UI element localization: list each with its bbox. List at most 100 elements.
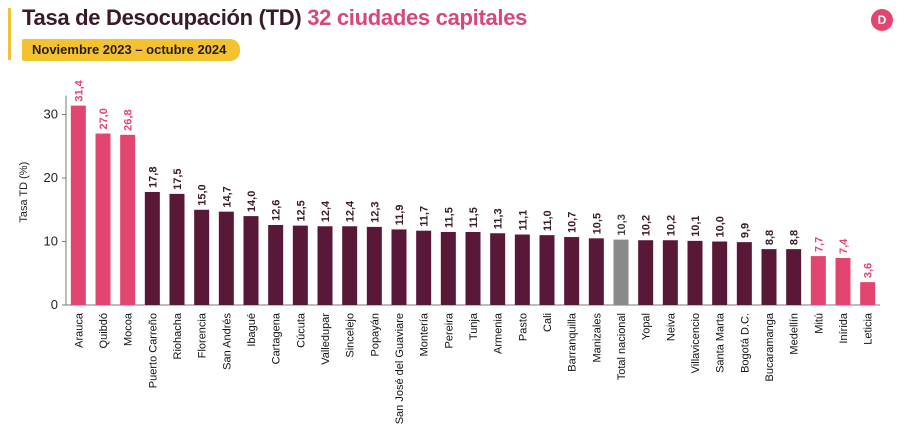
category-label: Santa Marta [715, 312, 727, 373]
bar [539, 235, 555, 305]
category-label: Bogotá D.C. [739, 313, 751, 373]
y-axis-label: Tasa TD (%) [18, 162, 30, 223]
period-badge: Noviembre 2023 – octubre 2024 [22, 39, 241, 61]
bar-value-label: 8,8 [789, 230, 801, 245]
bar [638, 240, 654, 305]
bar-value-label: 10,2 [665, 215, 677, 236]
bar-value-label: 14,0 [246, 191, 258, 212]
category-label: Yopal [641, 313, 653, 340]
bar [95, 133, 111, 305]
bar [70, 105, 86, 305]
bar-value-label: 11,5 [443, 207, 455, 228]
bar-value-label: 12,5 [295, 200, 307, 221]
category-label: Villavicencio [690, 313, 702, 373]
bar [268, 224, 284, 305]
bar [564, 237, 580, 305]
bar-value-label: 11,3 [493, 208, 505, 229]
category-label: Total nacional [616, 313, 628, 380]
bar [860, 282, 876, 305]
bar [194, 209, 210, 305]
category-label: Leticia [863, 312, 875, 345]
category-label: Cartagena [271, 312, 283, 364]
bar [736, 242, 752, 305]
y-tick-label: 30 [44, 107, 58, 122]
category-label: Tunja [468, 312, 480, 340]
bar-value-label: 17,5 [172, 168, 184, 189]
category-label: Florencia [197, 312, 209, 358]
bar [810, 256, 826, 305]
title-main: Tasa de Desocupación (TD) [22, 5, 302, 30]
bar-value-label: 12,4 [320, 200, 332, 222]
bar [786, 249, 802, 305]
bar [662, 240, 678, 305]
bar-value-label: 11,1 [517, 210, 529, 231]
category-label: Barranquilla [567, 312, 579, 372]
bar-value-label: 11,0 [542, 210, 554, 231]
bar-value-label: 8,8 [764, 230, 776, 245]
bar [687, 240, 703, 305]
bar-value-label: 10,1 [690, 215, 702, 236]
bar-value-label: 9,9 [739, 223, 751, 238]
category-label: Sincelejo [345, 313, 357, 358]
category-label: Quibdó [98, 313, 110, 348]
bar-value-label: 10,2 [641, 215, 653, 236]
bar-value-label: 27,0 [98, 108, 110, 129]
bar-value-label: 17,8 [147, 167, 159, 188]
category-label: Mitú [813, 313, 825, 334]
bar-value-label: 10,5 [591, 213, 603, 234]
bar [292, 225, 308, 305]
category-label: Cúcuta [295, 312, 307, 348]
bar [761, 249, 777, 305]
brand-logo-icon: D [871, 9, 893, 31]
category-label: Neiva [665, 312, 677, 341]
bar [490, 233, 506, 305]
bar-value-label: 14,7 [221, 186, 233, 207]
bar [416, 230, 432, 305]
y-tick-label: 10 [44, 234, 58, 249]
bar [243, 216, 259, 305]
category-label: San José del Guaviare [394, 313, 406, 424]
category-label: Pereira [443, 312, 455, 348]
bar [144, 191, 160, 305]
bar-value-label: 31,4 [73, 79, 85, 101]
y-tick-label: 20 [44, 170, 58, 185]
category-label: Pasto [517, 313, 529, 341]
category-label: San Andrés [221, 313, 233, 370]
bar [835, 258, 851, 305]
category-label: Riohacha [172, 312, 184, 359]
bar-value-label: 11,5 [468, 207, 480, 228]
bar-value-label: 10,0 [715, 216, 727, 237]
bar-value-label: 12,6 [271, 200, 283, 221]
category-label: Valledupar [320, 313, 332, 365]
bar [465, 231, 481, 305]
bar-value-label: 10,3 [616, 214, 628, 235]
bar-value-label: 15,0 [197, 184, 209, 205]
bar [440, 231, 456, 305]
bar [613, 239, 629, 305]
bar-value-label: 7,4 [838, 238, 850, 254]
category-label: Medellín [789, 313, 801, 355]
category-label: Arauca [73, 312, 85, 348]
bar [317, 226, 333, 305]
bar [514, 234, 530, 305]
category-label: Inírida [838, 312, 850, 343]
bar-value-label: 26,8 [123, 109, 135, 130]
bar [588, 238, 604, 305]
category-label: Armenia [493, 312, 505, 354]
category-label: Mocoa [123, 312, 135, 346]
bar [120, 134, 136, 305]
bar-value-label: 11,7 [419, 206, 431, 227]
title-accent-bar [8, 8, 11, 60]
bar [169, 193, 185, 305]
category-label: Ibagué [246, 313, 258, 347]
bar-value-label: 12,3 [369, 201, 381, 222]
bar [218, 211, 234, 305]
bar-value-label: 7,7 [813, 237, 825, 252]
bar-value-label: 12,4 [345, 200, 357, 222]
title-highlight: 32 ciudades capitales [307, 5, 528, 30]
chart-title: Tasa de Desocupación (TD) 32 ciudades ca… [22, 5, 527, 31]
category-label: Popayán [369, 313, 381, 356]
category-label: Montería [419, 312, 431, 356]
bar-value-label: 11,9 [394, 205, 406, 226]
